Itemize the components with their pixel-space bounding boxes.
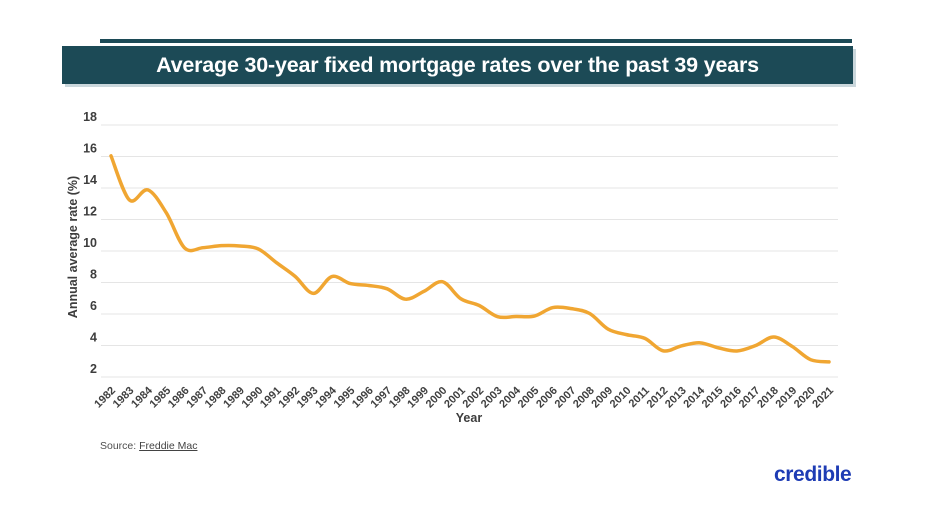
- page-title: Average 30-year fixed mortgage rates ove…: [156, 52, 759, 77]
- y-tick-label: 8: [90, 268, 97, 282]
- y-tick-label: 4: [90, 331, 97, 345]
- gridlines: [101, 124, 838, 378]
- y-tick-label: 16: [83, 142, 97, 156]
- y-tick-label: 10: [83, 236, 97, 250]
- y-tick-label: 18: [83, 110, 97, 124]
- y-tick-label: 2: [90, 362, 97, 376]
- y-tick-label: 6: [90, 299, 97, 313]
- y-tick-labels: 2 4 6 8 10 12 14 16 18: [83, 110, 97, 376]
- y-tick-label: 14: [83, 173, 97, 187]
- rate-line-series: [109, 154, 831, 364]
- source-label: Source:: [100, 440, 137, 452]
- source-link[interactable]: Freddie Mac: [139, 440, 198, 452]
- source-attribution: Source: Freddie Mac: [100, 440, 197, 452]
- title-bar-accent-strip: [100, 39, 852, 43]
- x-tick-label: 2021: [810, 385, 836, 411]
- x-axis-title: Year: [455, 411, 483, 425]
- y-tick-label: 12: [83, 205, 97, 219]
- chart-title-bar: Average 30-year fixed mortgage rates ove…: [62, 46, 853, 84]
- credible-logo: credible: [774, 463, 852, 486]
- y-axis-title: Annual average rate (%): [66, 175, 80, 319]
- x-tick-labels: 1982198319841985198619871988198919901991…: [92, 384, 836, 410]
